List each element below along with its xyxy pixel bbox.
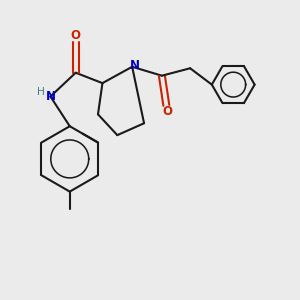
Text: N: N (45, 90, 56, 103)
Text: O: O (71, 29, 81, 42)
Text: O: O (163, 105, 173, 118)
Text: N: N (130, 59, 140, 72)
Text: H: H (37, 87, 45, 97)
